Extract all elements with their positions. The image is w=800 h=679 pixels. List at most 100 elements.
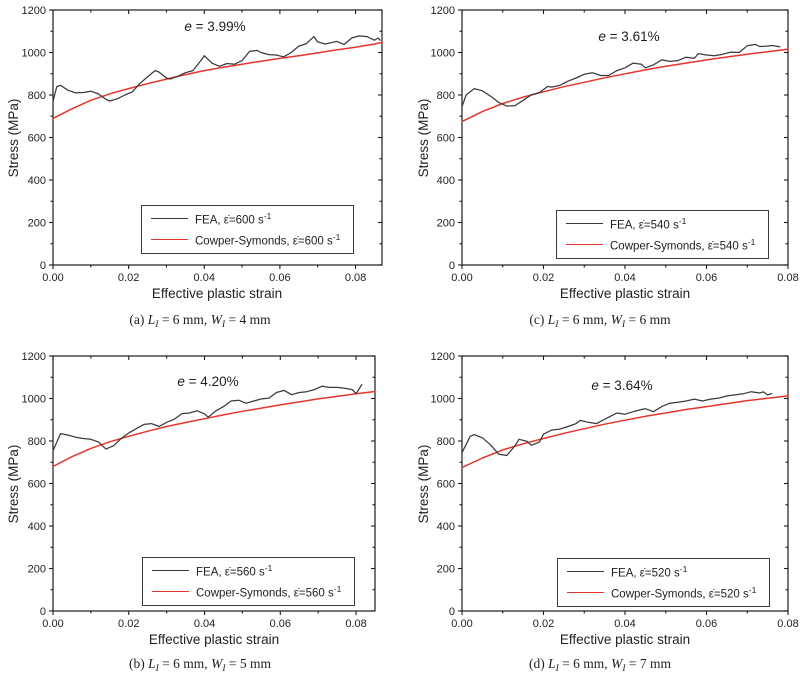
legend-box: FEA, ε̇=560 s-1 Cowper-Symonds, ε̇=560 s…	[142, 557, 355, 606]
svg-text:200: 200	[28, 563, 46, 575]
svg-text:400: 400	[28, 521, 46, 533]
subplot-d: 0.00 0.02 0.04 0.06 0.08 0 200 400 600 800 1000 120…	[400, 340, 800, 679]
legend-label-fea: FEA, ε̇=520 s-1	[611, 563, 688, 580]
legend-item-cowper: Cowper-Symonds, ε̇=520 s-1	[558, 582, 769, 603]
caption-b: (b) LI = 6 mm, WI = 5 mm	[129, 656, 271, 674]
legend-label-fea: FEA, ε̇=600 s-1	[195, 210, 272, 227]
svg-text:1200: 1200	[22, 5, 46, 17]
plot-area-c: 0.00 0.02 0.04 0.06 0.08 0 200 400 600 800 1000 120…	[431, 5, 799, 284]
legend-item-fea: FEA, ε̇=600 s-1	[142, 208, 353, 229]
legend-item-fea: FEA, ε̇=520 s-1	[558, 561, 769, 582]
svg-text:0.04: 0.04	[614, 618, 635, 630]
svg-text:0: 0	[449, 260, 455, 272]
svg-text:0.00: 0.00	[42, 618, 63, 630]
y-axis-label: Stress (MPa)	[6, 444, 21, 524]
cowper-line-swatch	[151, 239, 188, 240]
svg-text:1000: 1000	[431, 47, 455, 59]
svg-text:0.02: 0.02	[533, 272, 554, 284]
svg-text:0.00: 0.00	[451, 618, 472, 630]
svg-text:0.02: 0.02	[118, 272, 139, 284]
svg-text:800: 800	[437, 90, 455, 102]
svg-text:1200: 1200	[431, 351, 455, 363]
cowper-line-swatch	[566, 244, 603, 245]
svg-text:600: 600	[437, 478, 455, 490]
svg-text:200: 200	[28, 217, 46, 229]
subplot-a: 0.00 0.02 0.04 0.06 0.08 0 200 400 600 800 1000 120…	[0, 0, 400, 340]
svg-text:800: 800	[437, 436, 455, 448]
svg-text:0.04: 0.04	[614, 272, 635, 284]
svg-text:0: 0	[40, 260, 46, 272]
subplot-c: 0.00 0.02 0.04 0.06 0.08 0 200 400 600 800 1000 120…	[400, 0, 800, 340]
svg-text:0.04: 0.04	[194, 272, 215, 284]
y-axis-label: Stress (MPa)	[416, 98, 431, 178]
fea-line-swatch	[567, 571, 604, 572]
svg-text:0.08: 0.08	[777, 618, 798, 630]
error-annotation: e = 3.61%	[598, 29, 660, 44]
svg-text:600: 600	[28, 478, 46, 490]
fea-line-swatch	[151, 218, 188, 219]
caption-a: (a) LI = 6 mm, WI = 4 mm	[129, 312, 271, 330]
legend-label-fea: FEA, ε̇=560 s-1	[196, 562, 273, 579]
legend-label-cowper: Cowper-Symonds, ε̇=520 s-1	[611, 584, 757, 601]
legend-item-fea: FEA, ε̇=560 s-1	[143, 560, 354, 581]
subplot-b: 0.00 0.02 0.04 0.06 0.08 0 200 400 600 800 1000 120…	[0, 340, 400, 679]
legend-box: FEA, ε̇=520 s-1 Cowper-Symonds, ε̇=520 s…	[557, 558, 770, 607]
plot-area-b: 0.00 0.02 0.04 0.06 0.08 0 200 400 600 800 1000 120…	[22, 351, 376, 630]
svg-text:0: 0	[449, 606, 455, 618]
svg-text:600: 600	[437, 132, 455, 144]
y-axis-label: Stress (MPa)	[6, 98, 21, 178]
error-annotation: e = 3.99%	[184, 19, 246, 34]
svg-text:400: 400	[437, 175, 455, 187]
legend-item-fea: FEA, ε̇=540 s-1	[557, 213, 768, 234]
svg-text:400: 400	[437, 521, 455, 533]
svg-text:0.08: 0.08	[777, 272, 798, 284]
plot-area-a: 0.00 0.02 0.04 0.06 0.08 0 200 400 600 800 1000 120…	[22, 5, 383, 284]
legend-box: FEA, ε̇=600 s-1 Cowper-Symonds, ε̇=600 s…	[141, 205, 354, 254]
error-annotation: e = 4.20%	[177, 374, 239, 389]
caption-d: (d) LI = 6 mm, WI = 7 mm	[529, 656, 671, 674]
cowper-line-swatch	[567, 592, 604, 593]
svg-text:1000: 1000	[22, 47, 46, 59]
cowper-line-swatch	[152, 591, 189, 592]
svg-text:0.06: 0.06	[696, 618, 717, 630]
svg-text:0.02: 0.02	[118, 618, 139, 630]
svg-text:0.06: 0.06	[270, 618, 291, 630]
svg-text:400: 400	[28, 175, 46, 187]
fea-line-swatch	[566, 223, 603, 224]
svg-text:800: 800	[28, 436, 46, 448]
x-axis-label: Effective plastic strain	[559, 632, 691, 647]
svg-text:0.08: 0.08	[345, 272, 366, 284]
svg-text:200: 200	[437, 217, 455, 229]
svg-text:0: 0	[40, 606, 46, 618]
svg-text:0.06: 0.06	[696, 272, 717, 284]
svg-text:200: 200	[437, 563, 455, 575]
svg-text:1200: 1200	[22, 351, 46, 363]
plot-area-d: 0.00 0.02 0.04 0.06 0.08 0 200 400 600 800 1000 120…	[431, 351, 799, 630]
caption-c: (c) LI = 6 mm, WI = 6 mm	[529, 312, 671, 330]
error-annotation: e = 3.64%	[591, 378, 653, 393]
legend-box: FEA, ε̇=540 s-1 Cowper-Symonds, ε̇=540 s…	[556, 210, 769, 259]
legend-item-cowper: Cowper-Symonds, ε̇=560 s-1	[143, 581, 354, 602]
legend-item-cowper: Cowper-Symonds, ε̇=540 s-1	[557, 234, 768, 255]
svg-text:1000: 1000	[22, 393, 46, 405]
y-axis-label: Stress (MPa)	[416, 444, 431, 524]
fea-line-swatch	[152, 570, 189, 571]
svg-text:0.08: 0.08	[345, 618, 366, 630]
legend-label-fea: FEA, ε̇=540 s-1	[610, 215, 687, 232]
legend-label-cowper: Cowper-Symonds, ε̇=600 s-1	[195, 231, 341, 248]
svg-text:0.02: 0.02	[533, 618, 554, 630]
svg-text:1000: 1000	[431, 393, 455, 405]
svg-text:0.00: 0.00	[42, 272, 63, 284]
svg-text:0.00: 0.00	[451, 272, 472, 284]
svg-text:600: 600	[28, 132, 46, 144]
x-axis-label: Effective plastic strain	[151, 286, 283, 301]
svg-text:1200: 1200	[431, 5, 455, 17]
legend-label-cowper: Cowper-Symonds, ε̇=560 s-1	[196, 583, 342, 600]
x-axis-label: Effective plastic strain	[148, 632, 280, 647]
svg-text:0.04: 0.04	[194, 618, 215, 630]
svg-text:0.06: 0.06	[269, 272, 290, 284]
svg-text:800: 800	[28, 90, 46, 102]
x-axis-label: Effective plastic strain	[559, 286, 691, 301]
legend-label-cowper: Cowper-Symonds, ε̇=540 s-1	[610, 236, 756, 253]
